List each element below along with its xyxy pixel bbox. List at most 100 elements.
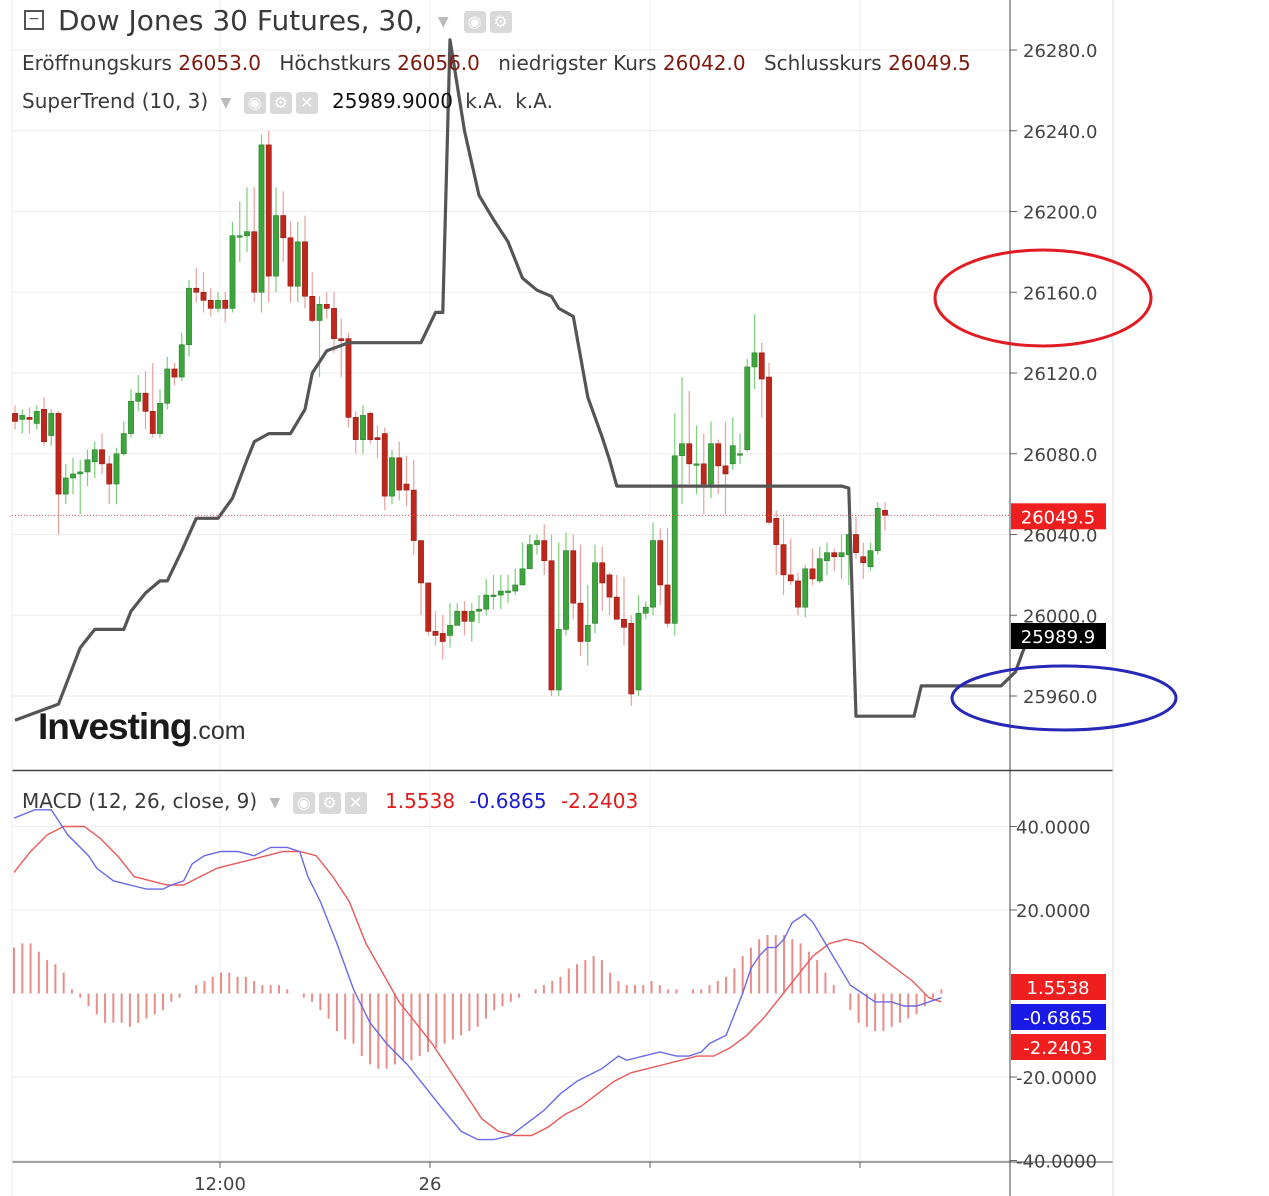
macd-tag-3-text: -2.2403	[1023, 1038, 1092, 1059]
candle-body	[316, 304, 323, 321]
candle-body	[200, 291, 207, 301]
candle-body	[548, 560, 555, 691]
candle-body	[171, 368, 178, 378]
macd-value-2: -0.6865	[469, 789, 547, 813]
macd-tick-label: 40.0000	[1016, 818, 1090, 839]
macd-signal-line	[13, 825, 942, 1137]
candle-body	[99, 449, 105, 465]
candle-body	[360, 415, 366, 440]
collapse-icon[interactable]: −	[24, 10, 44, 30]
candle-body	[628, 623, 635, 695]
candle-body	[642, 606, 649, 614]
candle-body	[737, 453, 743, 456]
chart-title-row: Dow Jones 30 Futures, 30, ▼ ◉ ⚙	[58, 4, 516, 37]
supertrend-value: 25989.9000	[332, 89, 453, 113]
candle-body	[244, 231, 250, 237]
macd-tag-3-bg	[1011, 1034, 1106, 1060]
candle-body	[519, 568, 526, 586]
macd-tag-2-text: -0.6865	[1023, 1008, 1092, 1029]
candle-body	[251, 231, 258, 293]
candle-body	[780, 544, 787, 576]
candle-body	[12, 413, 18, 422]
candle-body	[374, 437, 381, 440]
macd-name: MACD (12, 26, close, 9)	[22, 789, 258, 813]
chart-title: Dow Jones 30 Futures, 30,	[58, 4, 423, 37]
candle-body	[345, 338, 352, 418]
price-tick-label: 25960.0	[1023, 687, 1097, 708]
chevron-down-icon[interactable]: ▼	[220, 94, 232, 111]
candle-body	[418, 540, 424, 584]
candle-body	[722, 465, 729, 475]
candle-body	[838, 552, 845, 558]
candle-body	[490, 594, 497, 597]
supertrend-name: SuperTrend (10, 3)	[22, 89, 209, 113]
candle-body	[91, 449, 98, 463]
gear-icon[interactable]: ⚙	[489, 11, 512, 33]
candle-body	[824, 552, 830, 562]
chevron-down-icon[interactable]: ▼	[269, 794, 281, 811]
macd-tag-2: -0.6865	[1011, 1004, 1106, 1030]
candle-body	[142, 392, 149, 412]
eye-icon[interactable]: ◉	[463, 11, 486, 33]
time-tick-label: 26	[419, 1174, 442, 1195]
candle-body	[432, 631, 439, 636]
macd-tag-1-bg	[1011, 974, 1106, 1000]
candle-body	[70, 473, 76, 479]
candle-body	[229, 235, 236, 309]
candle-body	[294, 241, 301, 287]
candle-body	[207, 300, 214, 309]
macd-tag-1-text: 1.5538	[1027, 978, 1090, 999]
candle-body	[287, 237, 294, 287]
candle-body	[193, 287, 200, 293]
close-icon[interactable]: ✕	[344, 791, 367, 814]
grid-lines	[12, 0, 1010, 1162]
supertrend-na-2: k.A.	[515, 89, 553, 113]
candle-body	[454, 610, 461, 626]
axes	[11, 0, 1114, 1196]
candle-body	[157, 402, 163, 434]
macd-line	[13, 809, 942, 1141]
candle-body	[497, 590, 504, 596]
candle-body	[715, 443, 722, 467]
candle-body	[534, 540, 540, 545]
eye-icon[interactable]: ◉	[243, 91, 266, 114]
candle-body	[447, 625, 453, 636]
supertrend-line	[14, 38, 1032, 722]
macd-tag-3: -2.2403	[1011, 1034, 1106, 1060]
candle-body	[570, 550, 577, 604]
candle-body	[135, 392, 142, 402]
candle-body	[48, 413, 55, 436]
macd-value-3: -2.2403	[560, 789, 639, 813]
candle-body	[853, 534, 859, 553]
candle-body	[708, 443, 714, 485]
eye-icon[interactable]: ◉	[292, 791, 315, 814]
candle-body	[809, 568, 816, 580]
time-tick-label: 12:00	[194, 1174, 246, 1195]
supertrend-tag: 25989.9	[1011, 623, 1106, 649]
close-icon[interactable]: ✕	[295, 91, 318, 114]
candle-body	[222, 300, 229, 309]
gear-icon[interactable]: ⚙	[318, 791, 341, 814]
price-tick-label: 26200.0	[1023, 203, 1097, 224]
price-tick-label: 26000.0	[1023, 606, 1097, 627]
last-price-tag: 26049.5	[1011, 503, 1106, 530]
candle-body	[729, 445, 736, 465]
candle-body	[773, 518, 780, 545]
chevron-down-icon[interactable]: ▼	[437, 14, 449, 30]
candlestick-series	[12, 130, 888, 707]
candle-body	[664, 584, 671, 624]
candle-body	[149, 411, 156, 434]
candle-body	[505, 590, 511, 593]
red-circle-annotation	[933, 248, 1153, 348]
candle-body	[113, 453, 120, 485]
candle-body	[686, 443, 693, 465]
supertrend-tag-bg	[1011, 623, 1106, 649]
gear-icon[interactable]: ⚙	[269, 91, 292, 114]
candle-body	[403, 483, 410, 491]
logo-suffix: .com	[191, 717, 246, 745]
price-tick-label: 26120.0	[1023, 364, 1097, 385]
candle-body	[106, 463, 113, 485]
macd-tick-label: 20.0000	[1016, 901, 1090, 922]
candle-body	[860, 556, 867, 564]
